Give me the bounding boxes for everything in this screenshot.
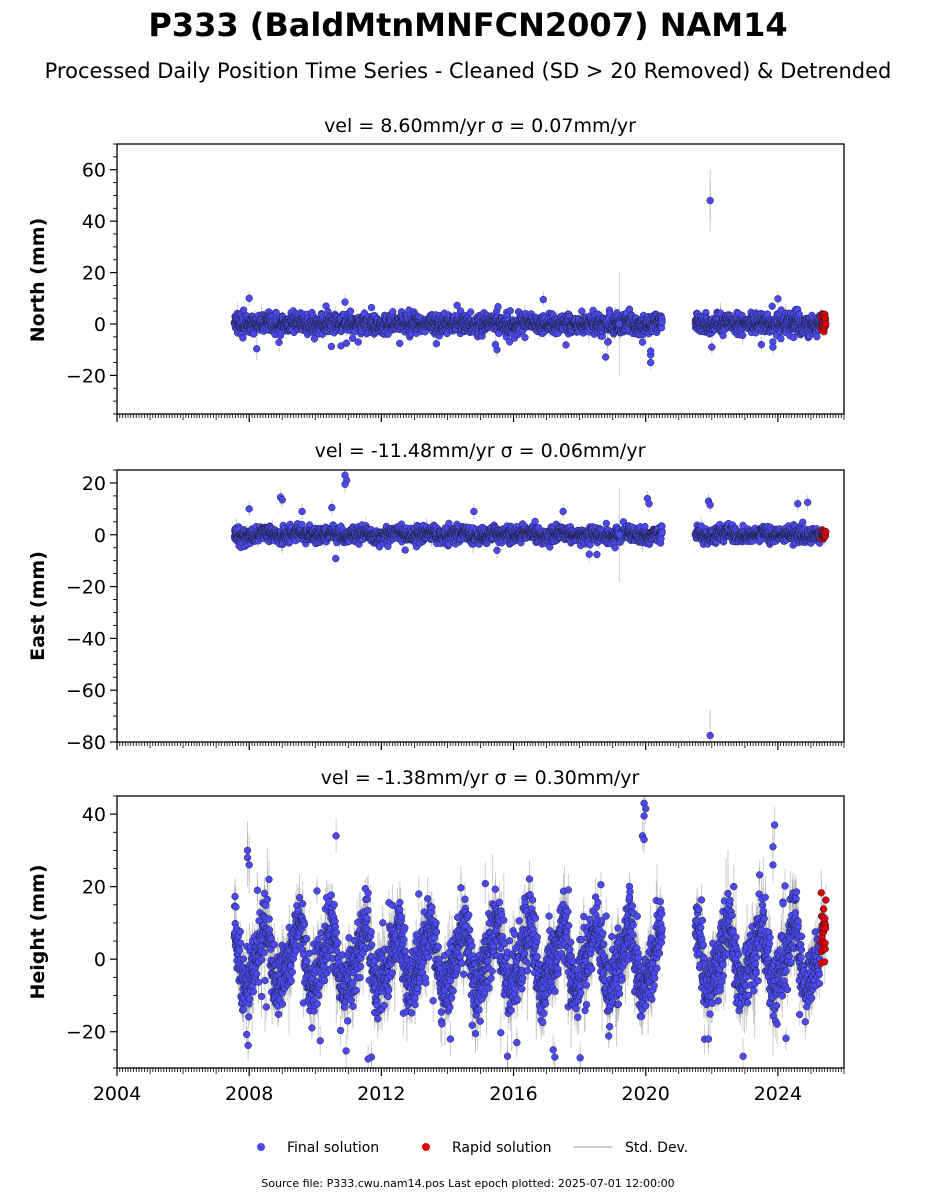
north-panel: vel = 8.60mm/yr σ = 0.07mm/yr North (mm)…	[27, 115, 845, 422]
final-solution-point	[253, 345, 261, 353]
final-solution-point	[346, 307, 355, 315]
figure-title: P333 (BaldMtnMNFCN2007) NAM14	[148, 6, 787, 44]
final-solution-point	[342, 339, 351, 347]
solution-points	[230, 196, 830, 367]
final-solution-point	[239, 306, 248, 314]
std-dev-bars	[233, 169, 827, 376]
final-solution-point	[348, 334, 357, 343]
final-solution-point	[327, 342, 336, 351]
final-solution-point	[367, 303, 376, 312]
north-axis-label: North (mm)	[27, 218, 49, 343]
north-panel-title: vel = 8.60mm/yr σ = 0.07mm/yr	[324, 115, 636, 137]
final-solution-point	[310, 335, 319, 343]
final-solution-point	[275, 338, 283, 347]
plot-area	[230, 169, 830, 376]
final-solution-point	[239, 334, 247, 342]
figure-subtitle: Processed Daily Position Time Series - C…	[45, 59, 892, 83]
